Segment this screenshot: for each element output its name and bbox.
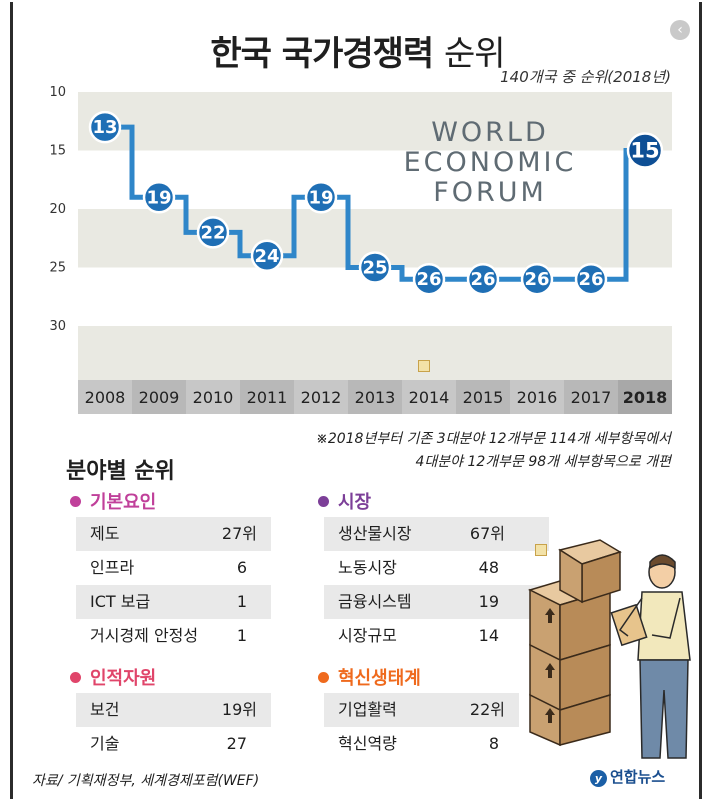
x-axis-cell — [348, 380, 402, 414]
y-tick-label: 30 — [49, 319, 66, 334]
y-tick-label: 20 — [49, 202, 66, 217]
chart-subtitle: 140개국 중 순위(2018년) — [500, 68, 671, 86]
rank-label: 26 — [578, 269, 603, 290]
wef-logo: WORLD ECONOMIC FORUM — [403, 117, 577, 208]
table-row: 보건 19위 — [76, 693, 271, 727]
x-tick-label: 2015 — [463, 388, 504, 407]
bullet-icon — [318, 672, 329, 683]
rank-point — [358, 251, 392, 284]
rank-badge: 19 — [142, 181, 176, 214]
rank-badge: 26 — [574, 262, 608, 296]
grid-band — [78, 92, 672, 151]
rank-badge: 22 — [196, 216, 230, 249]
x-axis-cell — [564, 380, 618, 414]
category-title-basic: 기본요인 — [70, 488, 156, 514]
yonhap-logo: y 연합뉴스 — [590, 766, 665, 787]
table-row: 시장규모 14 — [338, 626, 499, 645]
chevron-left-icon: ‹ — [677, 22, 683, 38]
rank-point — [574, 262, 608, 296]
rank-label: 19 — [308, 187, 333, 208]
rank-label: 22 — [200, 222, 225, 243]
rank-label: 26 — [524, 269, 549, 290]
rank-badge: 24 — [250, 239, 284, 273]
bullet-icon — [318, 496, 329, 507]
rank-label: 25 — [362, 258, 387, 279]
y-tick-label: 15 — [49, 144, 66, 159]
rank-chart: 10 15 20 25 30 2008 2009 2010 2011 2012 2013 2014 2… — [49, 85, 672, 414]
x-tick-label: 2014 — [409, 388, 450, 407]
table-row: 노동시장 48 — [338, 558, 499, 577]
chart-title: 한국 국가경쟁력 순위 — [210, 34, 505, 74]
category-title-market: 시장 — [318, 488, 371, 514]
rank-badge: 19 — [304, 181, 338, 214]
rank-badge: 25 — [358, 251, 392, 284]
rank-badge: 26 — [412, 262, 446, 296]
rank-point — [88, 110, 122, 144]
section-title: 분야별 순위 — [66, 459, 175, 484]
broken-image-icon — [418, 360, 430, 372]
rank-point — [142, 181, 176, 214]
footnote: ※2018년부터 기존 3대분야 12개부문 114개 세부항목에서 4대분야 … — [316, 431, 671, 470]
rank-label: 26 — [416, 269, 441, 290]
y-tick-label: 10 — [49, 85, 66, 100]
table-row: 기술 27 — [90, 734, 247, 753]
rank-badge: 26 — [466, 262, 500, 296]
rank-point — [250, 239, 284, 273]
worker-with-boxes-illustration — [527, 539, 691, 759]
rank-label: 15 — [630, 139, 659, 163]
category-title-innovation: 혁신생태계 — [318, 664, 421, 690]
rank-point — [520, 262, 554, 296]
table-row: 거시경제 안정성 1 — [90, 626, 247, 645]
table-row: 금융시스템 19 — [324, 585, 549, 619]
x-tick-label: 2016 — [517, 388, 558, 407]
x-tick-label: 2018 — [623, 388, 668, 407]
bullet-icon — [70, 496, 81, 507]
close-button[interactable]: ‹ — [670, 20, 690, 40]
y-tick-label: 25 — [49, 261, 66, 276]
rank-label: 19 — [146, 187, 171, 208]
x-tick-label: 2010 — [193, 388, 234, 407]
rank-badge: 26 — [520, 262, 554, 296]
rank-label: 13 — [92, 117, 117, 138]
rank-badge: 13 — [88, 110, 122, 144]
source-credit: 자료/ 기획재정부, 세계경제포럼(WEF) — [32, 773, 260, 789]
rank-point — [626, 132, 664, 169]
x-axis-cell — [456, 380, 510, 414]
rank-point — [304, 181, 338, 214]
x-axis-cell — [618, 380, 672, 414]
x-tick-label: 2009 — [139, 388, 180, 407]
x-tick-label: 2011 — [247, 388, 288, 407]
rank-label: 26 — [470, 269, 495, 290]
table-row: 제도 27위 — [76, 517, 271, 551]
x-axis-cell — [240, 380, 294, 414]
category-title-human: 인적자원 — [70, 664, 156, 690]
rank-point — [196, 216, 230, 249]
table-row: 생산물시장 67위 — [324, 517, 549, 551]
graphic-frame — [10, 2, 702, 799]
x-tick-label: 2013 — [355, 388, 396, 407]
table-row: 기업활력 22위 — [324, 693, 519, 727]
x-axis-cell — [132, 380, 186, 414]
table-row: ICT 보급 1 — [76, 585, 271, 619]
x-tick-label: 2017 — [571, 388, 612, 407]
rank-badge: 15 — [626, 132, 664, 169]
broken-image-icon — [535, 544, 547, 556]
rank-point — [412, 262, 446, 296]
table-row: 인프라 6 — [90, 558, 247, 577]
table-row: 혁신역량 8 — [338, 734, 499, 753]
rank-label: 24 — [254, 246, 279, 267]
grid-band — [78, 326, 672, 380]
bullet-icon — [70, 672, 81, 683]
rank-point — [466, 262, 500, 296]
x-tick-label: 2008 — [85, 388, 126, 407]
x-tick-label: 2012 — [301, 388, 342, 407]
